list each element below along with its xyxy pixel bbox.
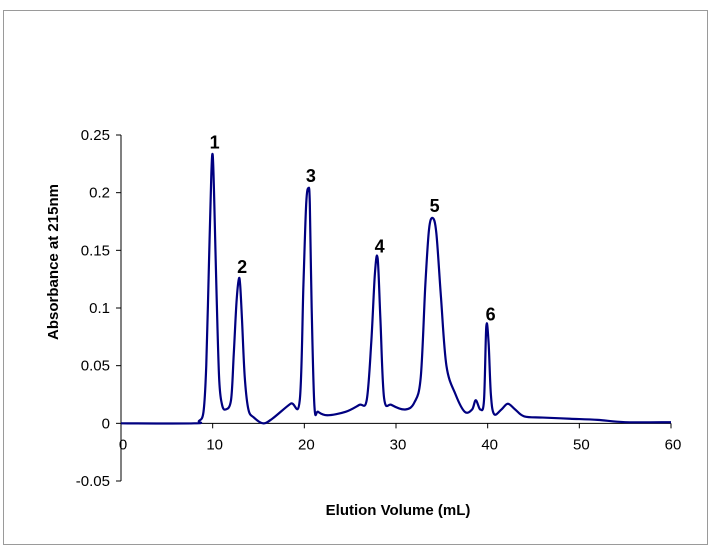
y-tick-label: 0.15 — [81, 242, 110, 259]
x-tick-label: 50 — [573, 436, 590, 453]
x-tick-label: 40 — [481, 436, 498, 453]
peak-label: 5 — [430, 196, 440, 216]
peak-label: 3 — [306, 166, 316, 186]
peak-label: 1 — [210, 133, 220, 153]
peak-label: 6 — [486, 304, 496, 324]
y-tick-label: -0.05 — [76, 473, 110, 490]
x-tick-label: 0 — [119, 436, 127, 453]
y-axis-title: Absorbance at 215nm — [45, 184, 62, 340]
axes — [116, 134, 672, 482]
y-tick-label: 0.1 — [89, 300, 110, 317]
peak-label: 4 — [375, 236, 385, 256]
y-tick-label: 0.2 — [89, 185, 110, 202]
y-tick-label: 0 — [102, 415, 110, 432]
peak-annotations: 1 2 3 4 5 6 — [210, 133, 496, 325]
peak-label: 2 — [237, 257, 247, 277]
tick-labels: 0.25 0.2 0.15 0.1 0.05 0 -0.05 0 10 20 30 40 50 60 — [76, 127, 682, 490]
x-tick-label: 10 — [206, 436, 223, 453]
x-tick-label: 60 — [665, 436, 682, 453]
y-tick-label: 0.05 — [81, 358, 110, 375]
series-line — [120, 152, 672, 425]
x-tick-label: 20 — [298, 436, 315, 453]
series — [120, 152, 672, 425]
x-axis-title: Elution Volume (mL) — [326, 502, 471, 519]
x-tick-label: 30 — [390, 436, 407, 453]
y-tick-label: 0.25 — [81, 127, 110, 144]
